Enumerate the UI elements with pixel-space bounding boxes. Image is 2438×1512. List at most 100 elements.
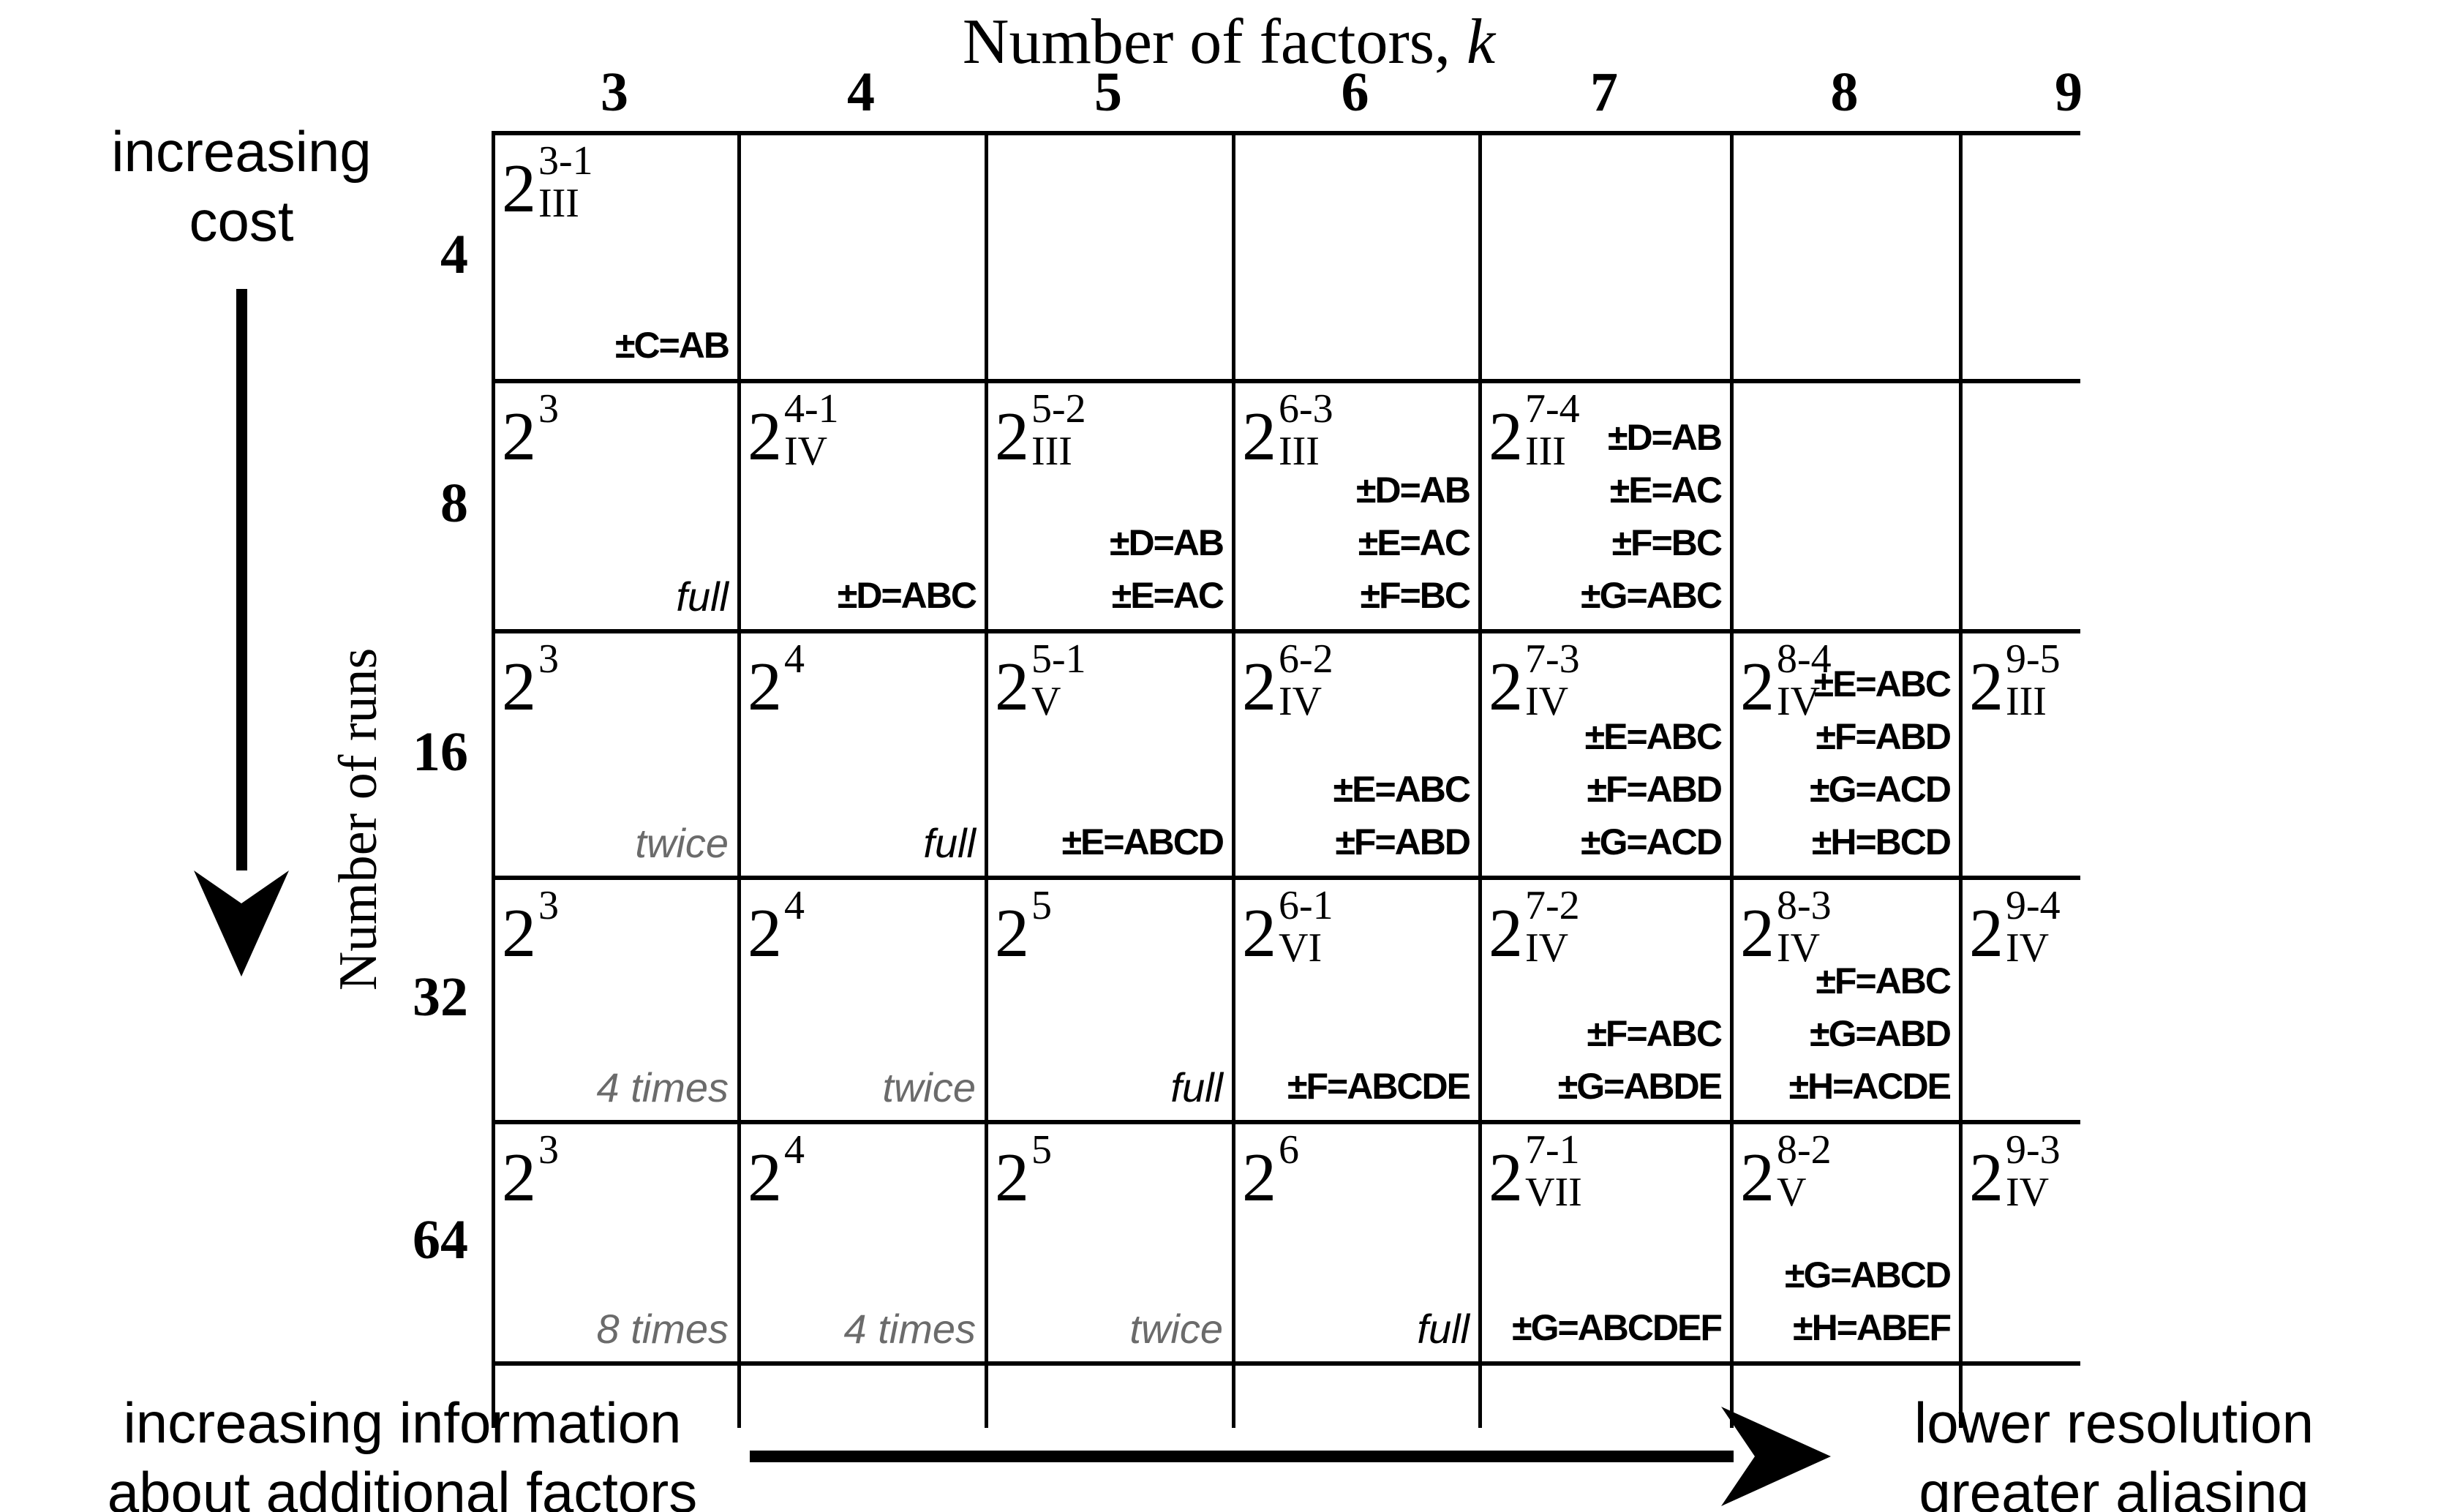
notation-superscript: 3 [538, 636, 559, 682]
design-notation: 2 8-3 IV [1740, 883, 1832, 969]
notation-scripts: 3 [538, 638, 559, 680]
notation-scripts: 9-3 IV [2006, 1129, 2061, 1214]
design-cell-32runs-k5: 2 5 full [995, 883, 1223, 1113]
notation-subscript: IV [784, 429, 828, 474]
notation-scripts: 7-4 III [1525, 388, 1580, 473]
generator-equation: ±E=AC [1358, 522, 1471, 563]
notation-superscript: 5-2 [1031, 386, 1086, 432]
notation-superscript: 6-3 [1279, 386, 1333, 432]
generator-list: ±D=ABC [837, 569, 977, 622]
notation-base: 2 [1969, 1140, 2004, 1216]
notation-scripts: 4-1 IV [784, 388, 839, 473]
increasing-cost-line1: increasing [111, 119, 372, 184]
design-cell-32runs-k6: 2 6-1 VI ±F=ABCDE [1242, 883, 1471, 1113]
row-header-64-runs: 64 [413, 1209, 468, 1271]
bottom-right-line1: lower resolution [1914, 1391, 2314, 1455]
generator-list: ±F=ABC ±G=ABDE [1557, 1007, 1723, 1113]
notation-base: 2 [1740, 1140, 1775, 1216]
notation-scripts: 6-3 III [1279, 388, 1333, 473]
design-cell-64runs-k9: 2 9-3 IV [1969, 1127, 2070, 1354]
generator-equation: ±F=BC [1611, 522, 1723, 563]
notation-superscript: 7-3 [1525, 636, 1580, 682]
notation-scripts: 7-1 VII [1525, 1129, 1582, 1214]
generator-equation: ±C=AB [615, 325, 730, 366]
row-header-16-runs: 16 [413, 721, 468, 783]
design-cell-16runs-k3: 2 3 twice [502, 636, 729, 868]
replicate-label: 8 times [596, 1306, 729, 1352]
design-notation: 2 7-3 IV [1489, 636, 1580, 723]
notation-scripts: 6-1 VI [1279, 884, 1333, 969]
replicate-label: 4 times [843, 1306, 977, 1352]
design-notation: 2 5-2 III [995, 386, 1086, 473]
design-cell-64runs-k5: 2 5 twice [995, 1127, 1223, 1354]
notation-subscript: VII [1525, 1170, 1582, 1215]
notation-base: 2 [502, 399, 536, 475]
notation-subscript: V [1031, 679, 1061, 724]
notation-superscript: 3 [538, 386, 559, 432]
generator-equation: ±F=ABC [1816, 960, 1952, 1001]
notation-scripts: 4 [784, 884, 805, 927]
notation-base: 2 [502, 151, 536, 227]
notation-scripts: 4 [784, 1129, 805, 1171]
notation-subscript: IV [1777, 925, 1821, 971]
notation-base: 2 [1740, 895, 1775, 971]
notation-superscript: 9-3 [2006, 1127, 2061, 1173]
notation-subscript: IV [1279, 679, 1323, 724]
notation-scripts: 3 [538, 388, 559, 430]
generator-list: ±E=ABCD [1061, 816, 1224, 868]
generator-equation: ±F=ABC [1587, 1013, 1723, 1054]
design-cell-64runs-k7: 2 7-1 VII ±G=ABCDEF [1489, 1127, 1723, 1354]
bottom-left-line2: about additional factors [107, 1460, 698, 1512]
notation-scripts: 6-2 IV [1279, 638, 1333, 723]
column-header-k3: 3 [601, 61, 628, 123]
notation-subscript: IV [2006, 925, 2050, 971]
column-header-k6: 6 [1341, 61, 1369, 123]
generator-equation: ±D=AB [1356, 470, 1471, 511]
notation-superscript: 9-5 [2006, 636, 2061, 682]
notation-base: 2 [995, 1140, 1029, 1216]
generator-list: ±E=ABC ±F=ABD ±G=ACD ±H=BCD [1810, 658, 1952, 868]
notation-superscript: 4-1 [784, 386, 839, 432]
design-cell-32runs-k7: 2 7-2 IV ±F=ABC ±G=ABDE [1489, 883, 1723, 1113]
generator-equation: ±E=ABC [1333, 769, 1471, 810]
column-header-k8: 8 [1830, 61, 1859, 123]
generator-equation: ±D=AB [1110, 522, 1224, 563]
cost-arrow-down-icon [194, 289, 289, 977]
generator-list: ±E=ABC ±F=ABD [1333, 763, 1471, 868]
notation-base: 2 [502, 649, 536, 725]
design-notation: 2 3-1 III [502, 138, 593, 225]
generator-list: ±F=ABC ±G=ABD ±H=ACDE [1789, 955, 1952, 1113]
notation-superscript: 5 [1031, 883, 1052, 928]
design-notation: 2 8-4 IV [1740, 636, 1832, 723]
bottom-right-line2: greater aliasing [1919, 1460, 2309, 1512]
design-cell-16runs-k7: 2 7-3 IV ±E=ABC ±F=ABD ±G=ACD [1489, 636, 1723, 868]
notation-base: 2 [1489, 1140, 1523, 1216]
notation-superscript: 7-1 [1525, 1127, 1580, 1173]
notation-base: 2 [748, 895, 782, 971]
notation-superscript: 7-2 [1525, 883, 1580, 928]
generator-equation: ±F=ABCDE [1287, 1066, 1471, 1107]
generator-equation: ±G=ABDE [1557, 1066, 1723, 1107]
generator-equation: ±D=ABC [837, 575, 977, 616]
generator-equation: ±E=ABCD [1061, 821, 1224, 862]
generator-equation: ±E=AC [1111, 575, 1224, 616]
increasing-cost-label: increasing cost [22, 117, 461, 256]
notation-scripts: 7-2 IV [1525, 884, 1580, 969]
column-header-k4: 4 [847, 61, 875, 123]
notation-scripts: 3 [538, 884, 559, 927]
notation-superscript: 7-4 [1525, 386, 1580, 432]
notation-scripts: 8-4 IV [1777, 638, 1832, 723]
notation-scripts: 9-5 III [2006, 638, 2061, 723]
design-cell-16runs-k6: 2 6-2 IV ±E=ABC ±F=ABD [1242, 636, 1471, 868]
notation-subscript: IV [1525, 925, 1569, 971]
increasing-cost-line2: cost [189, 189, 294, 253]
design-cell-32runs-k8: 2 8-3 IV ±F=ABC ±G=ABD ±H=ACDE [1740, 883, 1952, 1113]
notation-base: 2 [1242, 649, 1276, 725]
